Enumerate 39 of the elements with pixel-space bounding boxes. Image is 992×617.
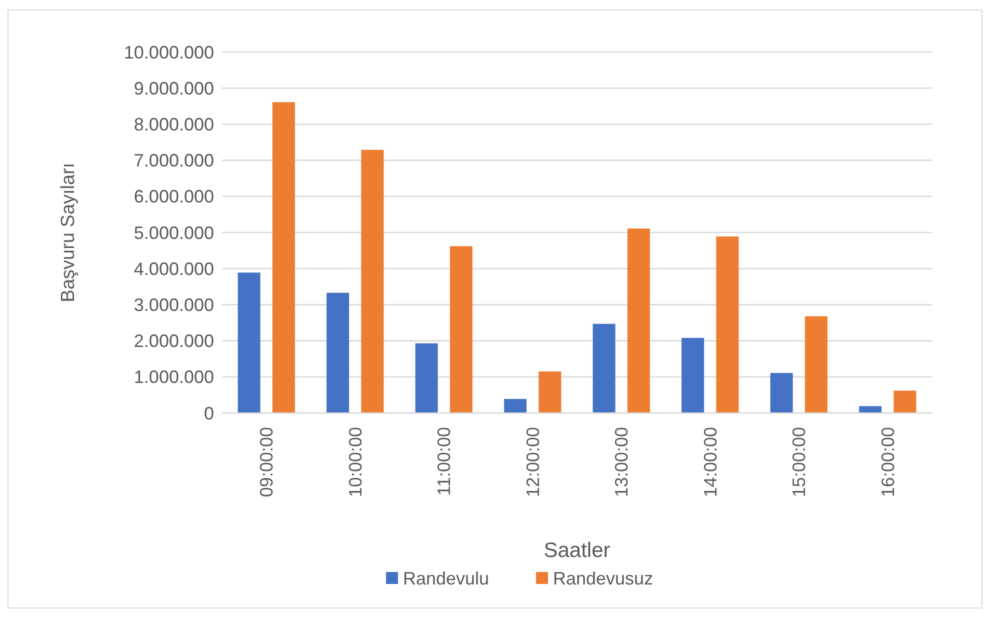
bar [504,398,527,413]
x-axis-title: Saatler [544,539,610,562]
bar [361,150,384,413]
y-tick-label: 6.000.000 [134,186,214,207]
bar [326,292,350,413]
bar [415,343,438,413]
y-tick-label: 0 [204,403,214,424]
bar [770,372,793,413]
bar [804,316,828,413]
bar [450,246,472,413]
bar [238,272,260,413]
x-tick-label: 13:00:00 [612,427,632,498]
bar [682,338,704,413]
y-tick-label: 3.000.000 [134,295,214,315]
x-tick-label: 14:00:00 [700,427,720,498]
bar [538,371,562,413]
y-axis-title: Başvuru Sayıları [58,162,79,302]
bar [627,228,650,413]
x-tick-label: 15:00:00 [789,427,810,498]
bar [894,390,916,413]
y-tick-label: 2.000.000 [134,331,214,352]
y-tick-label: 5.000.000 [134,222,214,243]
x-tick-label: 11:00:00 [434,427,454,496]
y-tick-label: 8.000.000 [134,114,214,134]
x-tick-label: 16:00:00 [878,427,898,498]
y-tick-label: 1.000.000 [134,367,214,388]
legend-label: Randevusuz [553,568,654,588]
y-tick-label: 10.000.000 [124,42,214,62]
y-tick-label: 4.000.000 [134,258,214,279]
y-tick-label: 7.000.000 [134,150,214,171]
y-tick-label: 9.000.000 [134,78,214,98]
legend-label: Randevulu [403,568,490,588]
x-tick-label: 10:00:00 [345,427,366,498]
bar [859,406,882,413]
bar [592,324,616,413]
x-tick-label: 09:00:00 [256,427,277,498]
bar [272,102,295,413]
x-tick-label: 12:00:00 [522,427,543,498]
bar [716,236,739,413]
